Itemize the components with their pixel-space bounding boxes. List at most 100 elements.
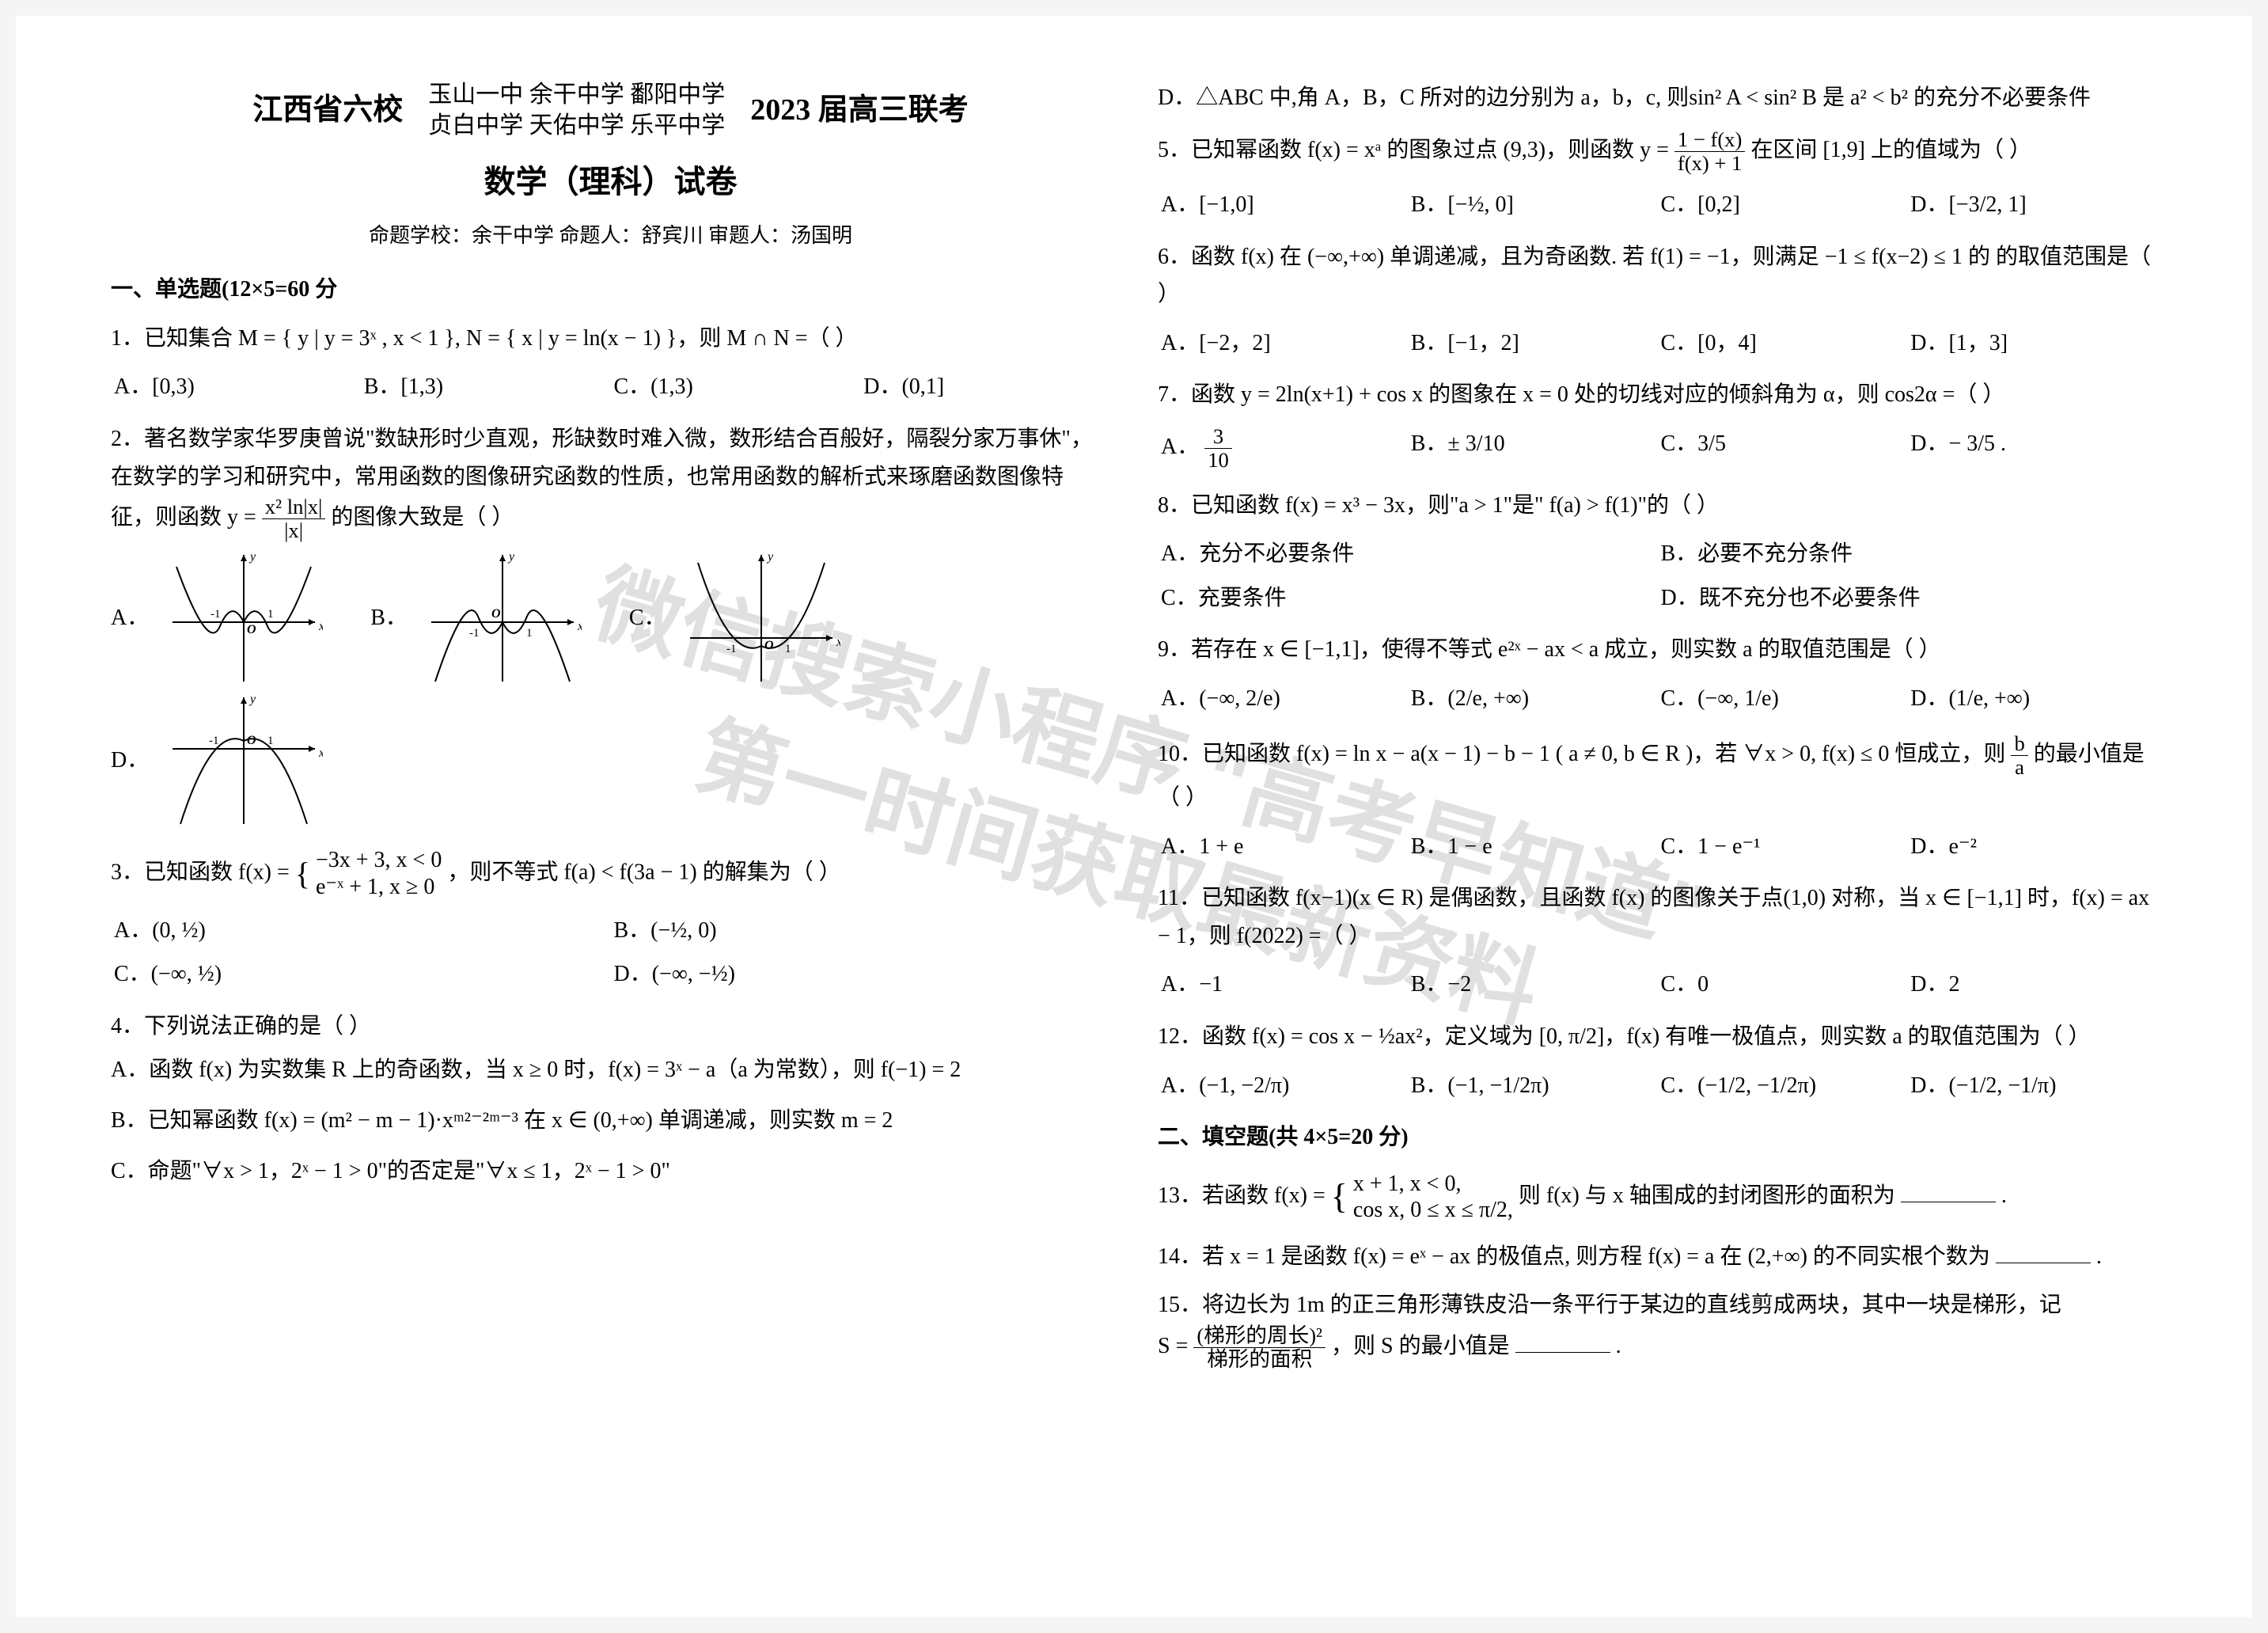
- question-1: 1．已知集合 M = { y | y = 3ˣ , x < 1 }, N = {…: [111, 320, 1110, 409]
- subject-title: 数学（理科）试卷: [111, 155, 1110, 209]
- svg-text:O: O: [247, 623, 256, 636]
- q13-piece2: cos x, 0 ≤ x ≤ π/2,: [1353, 1198, 1513, 1222]
- q9-text: 9．若存在 x ∈ [−1,1]，使得不等式 e²ˣ − ax < a 成立，则…: [1158, 631, 2157, 669]
- question-10: 10．已知函数 f(x) = ln x − a(x − 1) − b − 1 (…: [1158, 732, 2157, 869]
- q10-choices: A．1 + e B．1 − e C．1 − e⁻¹ D．e⁻²: [1158, 825, 2157, 869]
- q6-C: C．[0，4]: [1658, 321, 1908, 366]
- question-2: 2．著名数学家华罗庚曾说"数缺形时少直观，形缺数时难入微，数形结合百般好，隔裂分…: [111, 420, 1110, 836]
- q12-text: 12．函数 f(x) = cos x − ½ax²，定义域为 [0, π/2]，…: [1158, 1018, 2157, 1056]
- q14-text: 14．若 x = 1 是函数 f(x) = eˣ − ax 的极值点, 则方程 …: [1158, 1244, 1990, 1269]
- q7-A: A． 3 10: [1158, 422, 1408, 476]
- q2-plot-B: x y -1 1 O: [423, 551, 582, 685]
- schools-line1: 玉山一中 余干中学 鄱阳中学: [428, 82, 725, 108]
- q9-B: B．(2/e, +∞): [1408, 677, 1658, 721]
- q11-C: C．0: [1658, 963, 1908, 1007]
- q13-blank: [1901, 1180, 1996, 1202]
- q1-choices: A．[0,3) B．[1,3) C．(1,3) D．(0,1]: [111, 365, 1110, 409]
- svg-text:x: x: [318, 620, 323, 633]
- q2-plot-A: x y -1 1 O: [165, 551, 323, 685]
- q2-graph-B: B． x y -1 1 O: [370, 551, 582, 685]
- q5-frac-num: 1 − f(x): [1674, 128, 1745, 152]
- title-row1: 江西省六校 玉山一中 余干中学 鄱阳中学 贞白中学 天佑中学 乐平中学 2023…: [111, 79, 1110, 141]
- q1-text: 1．已知集合 M = { y | y = 3ˣ , x < 1 }, N = {…: [111, 320, 1110, 358]
- svg-text:x: x: [318, 746, 323, 760]
- svg-text:y: y: [507, 551, 515, 564]
- q8-B: B．必要不充分条件: [1658, 532, 2158, 576]
- q3-piece2: e⁻ˣ + 1, x ≥ 0: [316, 875, 434, 899]
- question-5: 5．已知幂函数 f(x) = xᵃ 的图象过点 (9,3)，则函数 y = 1 …: [1158, 128, 2157, 227]
- q5-stem: 5．已知幂函数 f(x) = xᵃ 的图象过点 (9,3)，则函数 y = 1 …: [1158, 128, 2157, 176]
- q5-B: B．[−½, 0]: [1408, 183, 1658, 227]
- svg-text:y: y: [248, 551, 256, 564]
- q15-text-a: 15．将边长为 1m 的正三角形薄铁皮沿一条平行于某边的直线剪成两块，其中一块是…: [1158, 1286, 2157, 1324]
- q9-A: A．(−∞, 2/e): [1158, 677, 1408, 721]
- q10-B: B．1 − e: [1408, 825, 1658, 869]
- q10-stem: 10．已知函数 f(x) = ln x − a(x − 1) − b − 1 (…: [1158, 732, 2157, 780]
- q13-text-b: 则 f(x) 与 x 轴围成的封闭图形的面积为: [1519, 1183, 1895, 1208]
- q15-text-b: S =: [1158, 1334, 1193, 1358]
- q5-frac: 1 − f(x) f(x) + 1: [1674, 128, 1745, 176]
- q2-text-a: 2．著名数学家华罗庚曾说"数缺形时少直观，形缺数时难入微，数形结合百般好，隔裂分…: [111, 420, 1110, 496]
- q12-D: D．(−1/2, −1/π): [1907, 1064, 2157, 1108]
- q12-C: C．(−1/2, −1/2π): [1658, 1064, 1908, 1108]
- q1-B: B．[1,3): [361, 365, 611, 409]
- q15-text-c: ，则 S 的最小值是: [1331, 1334, 1510, 1358]
- q7-A-num: 3: [1204, 425, 1232, 449]
- q4-B: B．已知幂函数 f(x) = (m² − m − 1)·xᵐ²⁻²ᵐ⁻³ 在 x…: [111, 1102, 1110, 1140]
- q7-choices: A． 3 10 B．± 3/10 C．3/5 D．− 3/5 .: [1158, 422, 2157, 476]
- q15-frac-num: (梯形的周长)²: [1193, 1324, 1326, 1348]
- q10-frac-num: b: [2011, 732, 2027, 756]
- q14-blank: [1996, 1241, 2091, 1263]
- q3-piece1: −3x + 3, x < 0: [316, 848, 442, 872]
- q3-choices: A．(0, ½) B．(−½, 0) C．(−∞, ½) D．(−∞, −½): [111, 909, 1110, 997]
- question-9: 9．若存在 x ∈ [−1,1]，使得不等式 e²ˣ − ax < a 成立，则…: [1158, 631, 2157, 720]
- q7-A-prefix: A．: [1161, 435, 1199, 459]
- q5-text-a: 5．已知幂函数 f(x) = xᵃ 的图象过点 (9,3)，则函数 y =: [1158, 138, 1674, 162]
- q13-piece1: x + 1, x < 0,: [1353, 1172, 1462, 1196]
- q3-D: D．(−∞, −½): [611, 952, 1111, 997]
- svg-text:O: O: [491, 607, 501, 621]
- q13-text-a: 13．若函数 f(x) =: [1158, 1183, 1331, 1208]
- q11-B: B．−2: [1408, 963, 1658, 1007]
- question-8: 8．已知函数 f(x) = x³ − 3x，则"a > 1"是" f(a) > …: [1158, 487, 2157, 621]
- q2-text-c: 的图像大致是（ ）: [331, 505, 514, 530]
- q5-text-b: 在区间 [1,9] 上的值域为（ ）: [1750, 138, 2031, 162]
- q5-C: C．[0,2]: [1658, 183, 1908, 227]
- svg-text:O: O: [764, 639, 774, 652]
- q5-frac-den: f(x) + 1: [1674, 152, 1745, 175]
- q8-A: A．充分不必要条件: [1158, 532, 1658, 576]
- q10-text-a: 10．已知函数 f(x) = ln x − a(x − 1) − b − 1 (…: [1158, 742, 2011, 766]
- q3-text-b: ，则不等式 f(a) < f(3a − 1) 的解集为（ ）: [447, 860, 840, 884]
- q15-frac: (梯形的周长)² 梯形的面积: [1193, 1324, 1326, 1372]
- question-13: 13．若函数 f(x) = { x + 1, x < 0, cos x, 0 ≤…: [1158, 1168, 2157, 1227]
- q10-paren: （ ）: [1158, 779, 2157, 817]
- q9-D: D．(1/e, +∞): [1907, 677, 2157, 721]
- section2-heading: 二、填空题(共 4×5=20 分): [1158, 1118, 2157, 1156]
- q1-C: C．(1,3): [611, 365, 861, 409]
- title-block: 江西省六校 玉山一中 余干中学 鄱阳中学 贞白中学 天佑中学 乐平中学 2023…: [111, 79, 1110, 253]
- svg-text:O: O: [247, 734, 256, 747]
- right-column: D．△ABC 中,角 A，B，C 所对的边分别为 a，b，c, 则sin² A …: [1134, 79, 2181, 1554]
- question-7: 7．函数 y = 2ln(x+1) + cos x 的图象在 x = 0 处的切…: [1158, 376, 2157, 475]
- svg-text:1: 1: [526, 627, 533, 640]
- question-11: 11．已知函数 f(x−1)(x ∈ R) 是偶函数，且函数 f(x) 的图像关…: [1158, 879, 2157, 1007]
- q7-B: B．± 3/10: [1408, 422, 1658, 476]
- question-15: 15．将边长为 1m 的正三角形薄铁皮沿一条平行于某边的直线剪成两块，其中一块是…: [1158, 1286, 2157, 1371]
- q5-A: A．[−1,0]: [1158, 183, 1408, 227]
- svg-text:y: y: [766, 551, 774, 564]
- q11-D: D．2: [1907, 963, 2157, 1007]
- q10-D: D．e⁻²: [1907, 825, 2157, 869]
- q11-A: A．−1: [1158, 963, 1408, 1007]
- q2-graph-D: D． x y -1 1 O: [111, 693, 323, 828]
- svg-text:-1: -1: [726, 643, 737, 655]
- q12-B: B．(−1, −1/2π): [1408, 1064, 1658, 1108]
- q6-choices: A．[−2，2] B．[−1，2] C．[0，4] D．[1，3]: [1158, 321, 2157, 366]
- q10-text-b: 的最小值是: [2034, 742, 2145, 766]
- q8-text: 8．已知函数 f(x) = x³ − 3x，则"a > 1"是" f(a) > …: [1158, 487, 2157, 525]
- q3-stem: 3．已知函数 f(x) = { −3x + 3, x < 0 e⁻ˣ + 1, …: [111, 847, 1110, 901]
- left-column: 江西省六校 玉山一中 余干中学 鄱阳中学 贞白中学 天佑中学 乐平中学 2023…: [87, 79, 1134, 1554]
- q2-D-label: D．: [111, 742, 149, 780]
- q7-C: C．3/5: [1658, 422, 1908, 476]
- province: 江西省六校: [252, 85, 403, 136]
- q15-blank: [1515, 1331, 1610, 1353]
